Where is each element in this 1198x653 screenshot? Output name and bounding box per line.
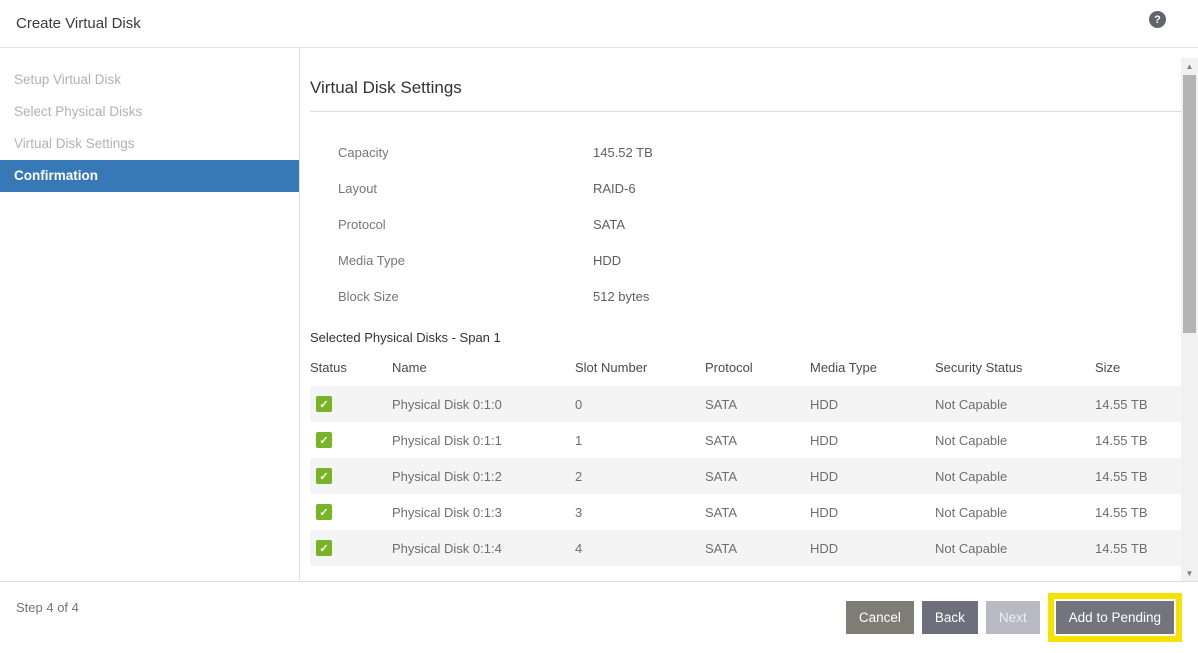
setting-row: Capacity 145.52 TB: [310, 134, 1196, 170]
cell-slot-number: 3: [575, 504, 583, 520]
column-header: Slot Number: [575, 359, 648, 375]
wizard-step[interactable]: Setup Virtual Disk: [0, 64, 299, 96]
back-button[interactable]: Back: [921, 601, 978, 634]
cell-status: ✓: [310, 396, 392, 412]
setting-value: 512 bytes: [593, 288, 650, 304]
scrollbar[interactable]: ▲ ▼: [1181, 58, 1198, 583]
help-icon[interactable]: ?: [1149, 11, 1166, 28]
dialog-body: Setup Virtual Disk Select Physical Disks…: [0, 48, 1198, 581]
cell-slot-number: 4: [575, 540, 583, 556]
setting-value: RAID-6: [593, 180, 636, 196]
wizard-step-label: Confirmation: [14, 168, 98, 183]
setting-row: Protocol SATA: [310, 206, 1196, 242]
checkbox-checked-icon[interactable]: ✓: [316, 468, 332, 484]
wizard-step-label: Virtual Disk Settings: [14, 136, 135, 151]
section-title: Virtual Disk Settings: [310, 48, 1196, 112]
step-indicator: Step 4 of 4: [16, 600, 79, 615]
column-header: Status: [310, 359, 347, 375]
table-row: ✓ Physical Disk 0:1:0 0 SATA HDD Not Cap…: [310, 386, 1196, 422]
cell-security-status: Not Capable: [935, 468, 1008, 484]
cell-status: ✓: [310, 432, 392, 448]
setting-value: HDD: [593, 252, 622, 268]
cell-status: ✓: [310, 468, 392, 484]
setting-value: 145.52 TB: [593, 144, 653, 160]
dialog-footer: Step 4 of 4 Cancel Back Next Add to Pend…: [0, 581, 1198, 653]
table-body: ✓ Physical Disk 0:1:0 0 SATA HDD Not Cap…: [310, 386, 1196, 566]
dialog-title: Create Virtual Disk: [16, 15, 141, 32]
checkbox-checked-icon[interactable]: ✓: [316, 540, 332, 556]
cell-protocol: SATA: [705, 540, 738, 556]
setting-label: Layout: [338, 180, 378, 196]
confirmation-panel: Virtual Disk Settings Capacity 145.52 TB…: [300, 48, 1198, 581]
table-header-row: Status Name Slot Number Protocol Media T…: [310, 348, 1196, 386]
wizard-steps-nav: Setup Virtual Disk Select Physical Disks…: [0, 48, 300, 581]
table-row: ✓ Physical Disk 0:1:2 2 SATA HDD Not Cap…: [310, 458, 1196, 494]
selected-disks-title: Selected Physical Disks - Span 1: [310, 330, 501, 345]
column-header: Protocol: [705, 359, 753, 375]
cell-slot-number: 2: [575, 468, 583, 484]
scroll-up-icon[interactable]: ▲: [1185, 62, 1194, 71]
cell-size: 14.55 TB: [1095, 432, 1148, 448]
cell-name: Physical Disk 0:1:3: [392, 504, 502, 520]
cell-media-type: HDD: [810, 504, 839, 520]
cell-name: Physical Disk 0:1:1: [392, 432, 502, 448]
cell-size: 14.55 TB: [1095, 504, 1148, 520]
highlight-box: Add to Pending: [1047, 593, 1182, 642]
cell-slot-number: 0: [575, 396, 583, 412]
cell-name: Physical Disk 0:1:2: [392, 468, 502, 484]
cell-protocol: SATA: [705, 504, 738, 520]
setting-label: Protocol: [338, 216, 386, 232]
checkbox-checked-icon[interactable]: ✓: [316, 504, 332, 520]
wizard-step[interactable]: Virtual Disk Settings: [0, 128, 299, 160]
column-header: Size: [1095, 359, 1121, 375]
cell-status: ✓: [310, 540, 392, 556]
wizard-step-label: Select Physical Disks: [14, 104, 143, 119]
cell-name: Physical Disk 0:1:4: [392, 540, 502, 556]
column-header: Security Status: [935, 359, 1023, 375]
wizard-step[interactable]: Confirmation: [0, 160, 299, 192]
cell-size: 14.55 TB: [1095, 468, 1148, 484]
cell-security-status: Not Capable: [935, 432, 1008, 448]
checkbox-checked-icon[interactable]: ✓: [316, 432, 332, 448]
cell-status: ✓: [310, 504, 392, 520]
cell-protocol: SATA: [705, 432, 738, 448]
cell-name: Physical Disk 0:1:0: [392, 396, 502, 412]
cell-size: 14.55 TB: [1095, 396, 1148, 412]
setting-label: Block Size: [338, 288, 399, 304]
next-button[interactable]: Next: [985, 601, 1040, 634]
table-row: ✓ Physical Disk 0:1:4 4 SATA HDD Not Cap…: [310, 530, 1196, 566]
cell-protocol: SATA: [705, 468, 738, 484]
scrollbar-thumb[interactable]: [1183, 75, 1196, 333]
cell-protocol: SATA: [705, 396, 738, 412]
setting-value: SATA: [593, 216, 626, 232]
scroll-down-icon[interactable]: ▼: [1185, 569, 1194, 578]
virtual-disk-settings-list: Capacity 145.52 TB Layout RAID-6 Protoco…: [310, 134, 1196, 314]
setting-row: Block Size 512 bytes: [310, 278, 1196, 314]
cell-media-type: HDD: [810, 468, 839, 484]
setting-row: Layout RAID-6: [310, 170, 1196, 206]
footer-actions: Cancel Back Next Add to Pending: [845, 593, 1182, 642]
table-row: ✓ Physical Disk 0:1:3 3 SATA HDD Not Cap…: [310, 494, 1196, 530]
cell-security-status: Not Capable: [935, 540, 1008, 556]
cell-media-type: HDD: [810, 396, 839, 412]
setting-label: Media Type: [338, 252, 405, 268]
cell-media-type: HDD: [810, 540, 839, 556]
setting-label: Capacity: [338, 144, 389, 160]
cell-size: 14.55 TB: [1095, 540, 1148, 556]
cancel-button[interactable]: Cancel: [845, 601, 914, 634]
add-to-pending-button[interactable]: Add to Pending: [1055, 601, 1174, 634]
table-row: ✓ Physical Disk 0:1:1 1 SATA HDD Not Cap…: [310, 422, 1196, 458]
dialog-header: Create Virtual Disk ?: [0, 0, 1198, 48]
cell-media-type: HDD: [810, 432, 839, 448]
checkbox-checked-icon[interactable]: ✓: [316, 396, 332, 412]
wizard-step[interactable]: Select Physical Disks: [0, 96, 299, 128]
column-header: Media Type: [810, 359, 877, 375]
cell-security-status: Not Capable: [935, 396, 1008, 412]
column-header: Name: [392, 359, 427, 375]
cell-slot-number: 1: [575, 432, 583, 448]
setting-row: Media Type HDD: [310, 242, 1196, 278]
wizard-step-label: Setup Virtual Disk: [14, 72, 122, 87]
cell-security-status: Not Capable: [935, 504, 1008, 520]
